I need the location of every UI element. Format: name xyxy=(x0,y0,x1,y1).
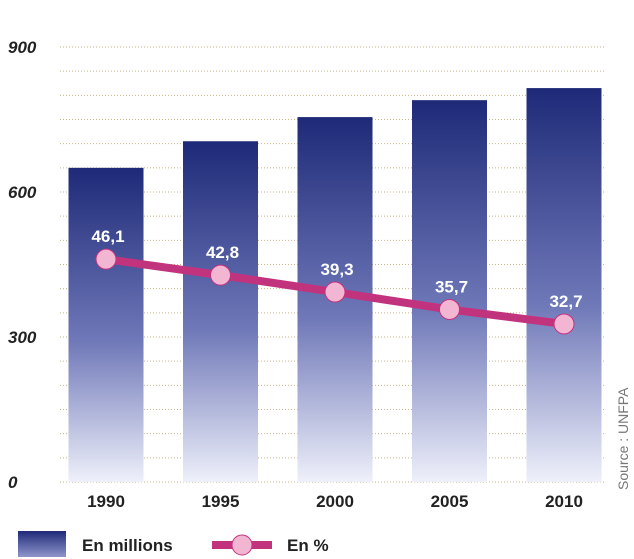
legend-line-marker xyxy=(231,534,253,556)
percent-line xyxy=(95,248,575,335)
percent-data-label: 39,3 xyxy=(320,260,353,279)
legend: En millions En % xyxy=(18,531,329,557)
legend-line-label: En % xyxy=(287,536,329,555)
percent-marker xyxy=(324,281,346,303)
bar xyxy=(412,100,487,483)
bar xyxy=(68,167,144,483)
x-tick-label: 1995 xyxy=(202,492,240,511)
legend-bar-swatch xyxy=(18,531,66,557)
x-tick-label: 2000 xyxy=(316,492,354,511)
y-tick-label: 600 xyxy=(8,183,37,202)
x-tick-label: 1990 xyxy=(87,492,125,511)
bars xyxy=(68,88,602,483)
percent-data-label: 42,8 xyxy=(206,243,239,262)
percent-data-label: 32,7 xyxy=(549,292,582,311)
percent-data-label: 35,7 xyxy=(435,277,468,296)
source-label: Source : UNFPA xyxy=(615,387,631,490)
percent-marker xyxy=(210,264,231,286)
bar xyxy=(183,141,258,482)
bar xyxy=(526,88,602,482)
labels: 0 300 600 900 1990 1995 2000 2005 2010 46,1 42,8 39… xyxy=(8,38,583,511)
y-tick-label: 300 xyxy=(8,328,37,347)
percent-data-label: 46,1 xyxy=(91,227,124,246)
percent-marker xyxy=(95,248,117,270)
y-tick-label: 900 xyxy=(8,38,37,57)
percent-marker xyxy=(553,313,575,335)
x-tick-label: 2005 xyxy=(431,492,469,511)
y-tick-label: 0 xyxy=(8,473,18,492)
legend-bar-label: En millions xyxy=(82,536,173,555)
percent-marker xyxy=(439,298,460,320)
x-tick-label: 2010 xyxy=(545,492,583,511)
grid xyxy=(60,46,604,483)
